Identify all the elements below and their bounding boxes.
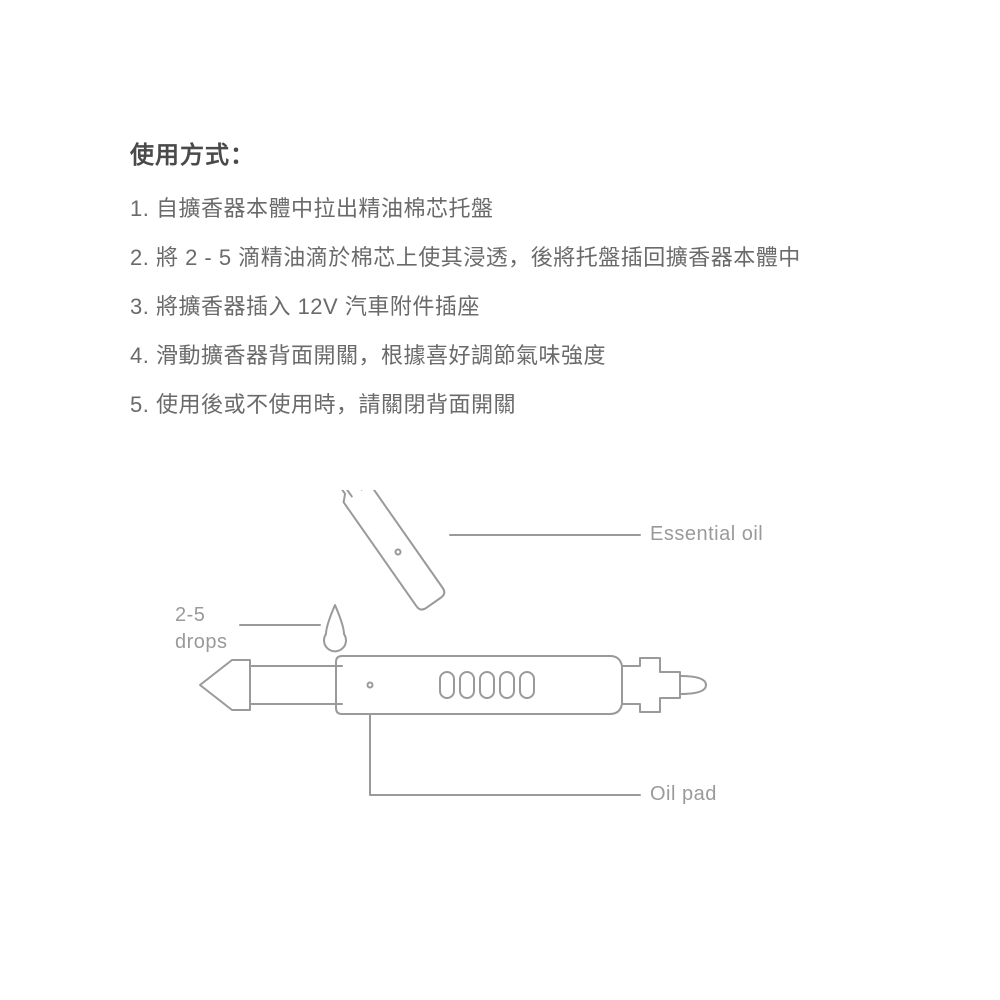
step-2: 2. 將 2 - 5 滴精油滴於棉芯上使其浸透，後將托盤插回擴香器本體中 xyxy=(130,241,890,274)
instructions-block: 使用方式： 1. 自擴香器本體中拉出精油棉芯托盤 2. 將 2 - 5 滴精油滴… xyxy=(130,135,890,437)
step-1: 1. 自擴香器本體中拉出精油棉芯托盤 xyxy=(130,192,890,225)
usage-diagram: Essential oil 2-5 drops Oil pad xyxy=(140,490,860,870)
label-drops: 2-5 drops xyxy=(175,602,228,656)
step-5: 5. 使用後或不使用時，請關閉背面開關 xyxy=(130,388,890,421)
label-essential-oil: Essential oil xyxy=(650,523,763,546)
step-4: 4. 滑動擴香器背面開關，根據喜好調節氣味強度 xyxy=(130,339,890,372)
label-oil-pad: Oil pad xyxy=(650,783,717,806)
diagram-svg xyxy=(140,490,860,870)
heading: 使用方式： xyxy=(130,135,890,170)
step-3: 3. 將擴香器插入 12V 汽車附件插座 xyxy=(130,290,890,323)
